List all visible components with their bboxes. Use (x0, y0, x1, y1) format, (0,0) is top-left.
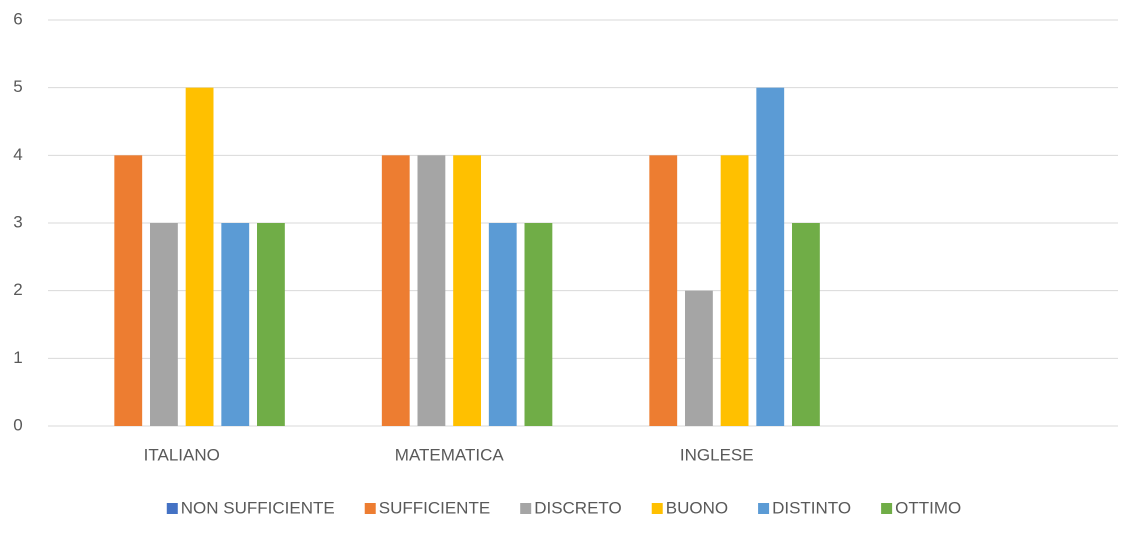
legend-label: BUONO (666, 498, 728, 517)
y-tick-label: 3 (13, 212, 22, 231)
bar (488, 223, 517, 426)
legend-label: DISTINTO (772, 498, 851, 517)
bar (649, 155, 678, 427)
y-tick-label: 2 (13, 280, 22, 299)
bar (381, 155, 410, 427)
bar (524, 223, 553, 426)
bar (257, 223, 285, 426)
legend-label: SUFFICIENTE (379, 498, 490, 517)
y-tick-label: 5 (13, 77, 22, 96)
y-tick-label: 0 (13, 415, 22, 434)
legend-swatch (364, 503, 376, 514)
bar (756, 87, 785, 427)
x-tick-label: INGLESE (680, 445, 754, 464)
bar (221, 223, 250, 426)
legend-label: OTTIMO (895, 498, 961, 517)
legend-swatch (881, 503, 893, 514)
y-tick-label: 6 (13, 9, 22, 28)
bar (720, 155, 749, 427)
x-tick-label: ITALIANO (144, 445, 220, 464)
legend-label: DISCRETO (534, 498, 622, 517)
bar (114, 155, 143, 427)
bar (792, 223, 820, 426)
bar (150, 223, 178, 426)
bar (685, 290, 713, 426)
legend-swatch (758, 503, 770, 514)
bar (185, 87, 214, 427)
y-tick-label: 4 (13, 145, 22, 164)
bar (453, 155, 481, 427)
x-tick-label: MATEMATICA (395, 445, 505, 464)
legend-label: NON SUFFICIENTE (181, 498, 335, 517)
legend-swatch (520, 503, 532, 514)
y-tick-label: 1 (13, 348, 22, 367)
bar (417, 155, 446, 427)
legend-swatch (651, 503, 663, 514)
legend-swatch (166, 503, 178, 514)
